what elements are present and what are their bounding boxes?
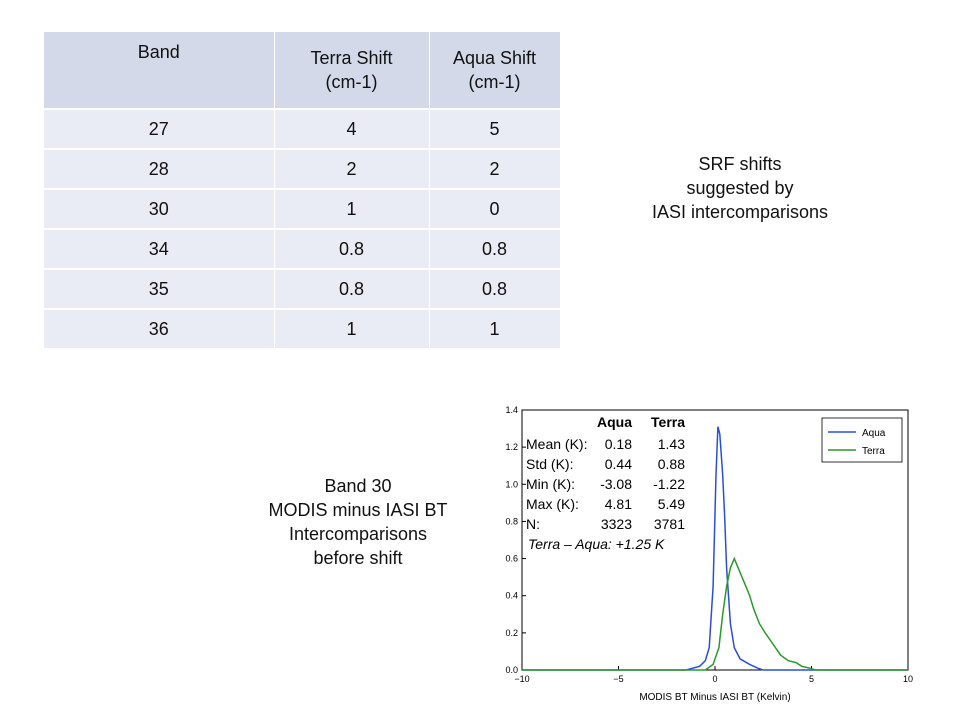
aqua-shift-cell: 0	[429, 189, 561, 230]
y-tick-label: 0.4	[505, 591, 518, 601]
table-row: 28 2 2	[44, 149, 561, 190]
stats-note: Terra – Aqua: +1.25 K	[528, 536, 665, 552]
aqua-shift-cell: 1	[429, 309, 561, 350]
stats-value-aqua: 4.81	[605, 496, 632, 512]
table-row: 30 1 0	[44, 189, 561, 230]
stats-label: Max (K):	[526, 496, 579, 512]
legend-label-aqua: Aqua	[862, 428, 886, 439]
y-tick-label: 0.8	[505, 516, 518, 526]
y-tick-label: 0.2	[505, 628, 518, 638]
band-30-note: Band 30 MODIS minus IASI BT Intercompari…	[268, 476, 448, 568]
band-cell: 27	[44, 109, 275, 150]
stats-value-terra: 0.88	[658, 456, 685, 472]
band-cell: 28	[44, 149, 275, 190]
srf-shift-table: Band Terra Shift (cm-1) Aqua Shift (cm-1…	[44, 32, 561, 350]
column-header-terra-shift: Terra Shift (cm-1)	[274, 32, 430, 110]
x-tick-label: −10	[514, 674, 529, 684]
table-row: 36 1 1	[44, 309, 561, 350]
stats-value-terra: -1.22	[653, 476, 685, 492]
x-tick-label: 10	[903, 674, 913, 684]
aqua-shift-cell: 2	[429, 149, 561, 190]
table-header-row: Band Terra Shift (cm-1) Aqua Shift (cm-1…	[44, 32, 561, 110]
x-tick-label: 0	[712, 674, 717, 684]
band-cell: 36	[44, 309, 275, 350]
stats-value-aqua: 3323	[601, 516, 632, 532]
legend-box	[821, 417, 903, 463]
stats-value-terra: 5.49	[658, 496, 685, 512]
stats-value-terra: 3781	[654, 516, 685, 532]
stats-label: N:	[526, 516, 540, 532]
terra-shift-cell: 1	[274, 309, 430, 350]
terra-shift-cell: 0.8	[274, 269, 430, 310]
aqua-shift-cell: 5	[429, 109, 561, 150]
x-axis-label: MODIS BT Minus IASI BT (Kelvin)	[639, 692, 790, 703]
x-tick-label: 5	[809, 674, 814, 684]
series-line-terra	[522, 556, 908, 671]
terra-shift-cell: 0.8	[274, 229, 430, 270]
stats-value-aqua: 0.18	[605, 436, 632, 452]
stats-label: Mean (K):	[526, 436, 587, 452]
stats-label: Std (K):	[526, 456, 573, 472]
y-tick-label: 0.0	[505, 665, 518, 675]
srf-shifts-note: SRF shifts suggested by IASI intercompar…	[651, 154, 829, 222]
band-cell: 35	[44, 269, 275, 310]
y-tick-label: 1.0	[505, 479, 518, 489]
column-header-aqua-shift-text: Aqua Shift (cm-1)	[452, 48, 537, 92]
table-row: 27 4 5	[44, 109, 561, 150]
column-header-aqua-shift: Aqua Shift (cm-1)	[429, 32, 561, 110]
aqua-shift-cell: 0.8	[429, 229, 561, 270]
stats-value-terra: 1.43	[658, 436, 685, 452]
table-row: 35 0.8 0.8	[44, 269, 561, 310]
terra-shift-cell: 1	[274, 189, 430, 230]
stats-value-aqua: -3.08	[600, 476, 632, 492]
terra-shift-cell: 4	[274, 109, 430, 150]
terra-shift-cell: 2	[274, 149, 430, 190]
column-header-terra-shift-text: Terra Shift (cm-1)	[310, 48, 393, 92]
y-tick-label: 1.4	[505, 405, 518, 415]
stats-header-terra: Terra	[651, 414, 685, 430]
series-line-aqua	[522, 426, 908, 671]
modis-minus-iasi-histogram: −10 −5 0 5 10 0.0 0.2 0.4 0.6 0.8 1.0 1.2 1.4 MODIS B…	[505, 405, 913, 703]
x-tick-label: −5	[613, 674, 623, 684]
table-row: 34 0.8 0.8	[44, 229, 561, 270]
legend-label-terra: Terra	[862, 446, 885, 457]
band-cell: 34	[44, 229, 275, 270]
stats-value-aqua: 0.44	[605, 456, 632, 472]
column-header-band: Band	[44, 32, 275, 110]
band-cell: 30	[44, 189, 275, 230]
stats-label: Min (K):	[526, 476, 575, 492]
stats-header-aqua: Aqua	[597, 414, 632, 430]
aqua-shift-cell: 0.8	[429, 269, 561, 310]
y-tick-label: 0.6	[505, 554, 518, 564]
y-tick-label: 1.2	[505, 442, 518, 452]
